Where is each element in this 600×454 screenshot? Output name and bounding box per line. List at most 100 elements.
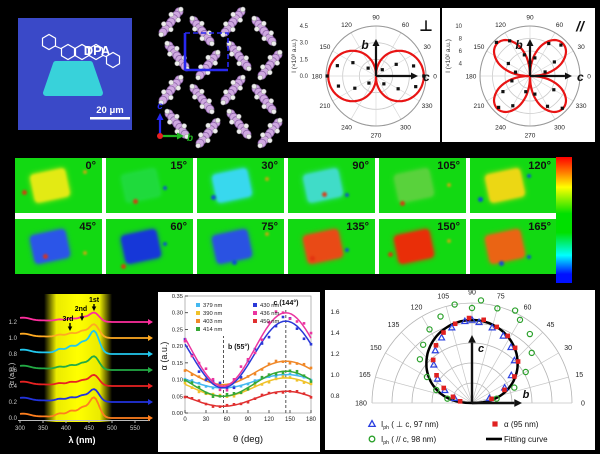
angle-label: 330 [422, 103, 433, 110]
peak-label-1st: 1st [89, 297, 100, 304]
data-point [367, 81, 371, 85]
data-point [336, 84, 341, 88]
data-point [260, 368, 264, 371]
axis-a-dot [157, 133, 163, 139]
angle-label: 30 [577, 44, 585, 51]
molecule [189, 83, 215, 115]
data-point [295, 362, 299, 365]
curve-end-marker [148, 399, 153, 405]
map-crystal [211, 228, 254, 265]
legend-label: 436 nm [260, 311, 280, 317]
data-point [288, 376, 292, 379]
x-tick-label: 0 [183, 417, 187, 423]
data-point [295, 390, 299, 393]
y-tick-label: 1.0 [9, 336, 18, 342]
axis-b-label: b [187, 133, 193, 144]
angle-label: 15° [170, 160, 187, 172]
scalebar-label: 20 μm [96, 105, 123, 116]
peak-label-3rd: 3rd [63, 316, 74, 323]
data-point-perp [433, 374, 442, 382]
data-point [309, 380, 313, 383]
data-point [309, 382, 313, 386]
data-point-alpha [466, 315, 472, 321]
data-point [281, 371, 285, 375]
speck [477, 197, 483, 203]
legend-label: 379 nm [203, 303, 223, 309]
x-tick-label: 350 [38, 426, 49, 432]
data-point [197, 381, 201, 385]
alpha-theta-xlabel: θ (deg) [233, 434, 263, 445]
radial-tick-label: 1.2 [330, 351, 339, 358]
data-point [302, 337, 306, 341]
angle-label: 0° [85, 160, 96, 172]
molecule [257, 117, 283, 149]
axis-arrowhead [156, 113, 164, 121]
polar-spoke [375, 376, 473, 404]
data-point [552, 88, 556, 92]
data-point [190, 379, 194, 382]
map-crystal [211, 167, 254, 204]
radial-tick-label: 6 [459, 49, 463, 55]
angle-map-cell-75: 75° [197, 219, 284, 274]
speck [387, 252, 393, 257]
data-point-alpha [441, 330, 446, 335]
data-point-par [494, 305, 501, 312]
legend-marker [196, 327, 200, 331]
data-point [204, 385, 208, 388]
spectra-panel: 300 350 400 450 500 5501.21.00.80.60.40.20.0 … [9, 294, 153, 445]
data-point-par [511, 384, 518, 391]
radial-tick-label: 4 [459, 62, 463, 68]
data-point [232, 392, 236, 395]
data-point [190, 396, 194, 400]
angle-map-cell-45: 45° [15, 219, 102, 274]
angle-label: 300 [400, 124, 411, 131]
polar-spoke [471, 306, 499, 404]
angle-label: 90 [372, 14, 380, 21]
data-point [394, 62, 398, 66]
speck [162, 186, 167, 191]
polar-perp-axis-c: c [423, 70, 430, 84]
dpa-crystal [43, 61, 103, 96]
angle-map-cell-165: 165° [470, 219, 557, 274]
data-point [414, 85, 418, 89]
map-crystal [393, 228, 436, 265]
angle-label: 60° [170, 221, 187, 233]
angle-map-cell-150: 150° [379, 219, 466, 274]
angle-label: 150 [473, 44, 484, 51]
radial-tick-label: 0.8 [330, 393, 339, 400]
data-point-par [444, 395, 451, 402]
data-point [547, 41, 551, 46]
data-point [302, 374, 306, 378]
y-tick-label: 0.6 [9, 368, 18, 374]
data-point-perp [475, 317, 484, 326]
angle-label: 30° [261, 160, 278, 172]
legend-marker [253, 319, 257, 323]
axis-arrowhead [91, 306, 97, 311]
map-crystal [29, 167, 72, 204]
curve-end-marker [148, 351, 153, 357]
legend-label: Iph ( ⊥ c, 97 nm) [381, 420, 439, 431]
radial-tick-label: 1.0 [330, 372, 339, 379]
data-point [295, 373, 299, 376]
curve-end-marker [148, 335, 153, 341]
y-tick-label: 1.2 [9, 320, 18, 326]
legend-marker [253, 311, 257, 315]
angle-label: 120 [411, 304, 423, 311]
data-point [190, 373, 194, 377]
angle-label: 45 [547, 322, 555, 329]
molecule [158, 74, 184, 106]
data-point [302, 392, 306, 395]
data-point [513, 70, 518, 74]
legend-label: α (95 nm) [504, 420, 539, 429]
legend-marker [196, 311, 200, 315]
angle-map-cell-90: 90° [288, 158, 375, 213]
speck [321, 191, 327, 197]
legend-label: 403 nm [203, 319, 223, 325]
benzene-ring [74, 43, 90, 61]
data-point [302, 375, 306, 379]
angle-label: 210 [319, 103, 330, 110]
data-point [211, 395, 215, 398]
data-point-perp [431, 346, 440, 354]
data-point [274, 310, 278, 313]
